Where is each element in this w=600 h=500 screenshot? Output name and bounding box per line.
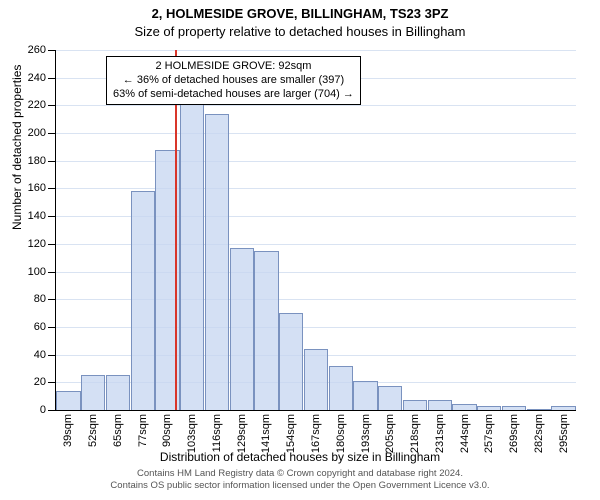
histogram-bar [527, 409, 551, 410]
y-tick [48, 410, 56, 411]
x-tick-label: 103sqm [186, 414, 198, 453]
page-subtitle: Size of property relative to detached ho… [0, 24, 600, 39]
x-tick-label: 65sqm [112, 414, 124, 447]
x-tick-label: 180sqm [335, 414, 347, 453]
y-tick-label: 180 [28, 155, 46, 167]
histogram-bar [254, 251, 278, 410]
histogram-bar [279, 313, 303, 410]
histogram-bar [378, 386, 402, 410]
property-info-box: 2 HOLMESIDE GROVE: 92sqm← 36% of detache… [106, 56, 361, 105]
grid-line [56, 105, 576, 106]
histogram-bar [304, 349, 328, 410]
y-tick [48, 161, 56, 162]
histogram-bar [56, 391, 80, 410]
x-tick-label: 167sqm [310, 414, 322, 453]
info-box-line: 2 HOLMESIDE GROVE: 92sqm [113, 60, 354, 74]
y-tick-label: 20 [34, 376, 46, 388]
x-tick-label: 231sqm [434, 414, 446, 453]
y-tick [48, 188, 56, 189]
y-tick-label: 260 [28, 44, 46, 56]
grid-line [56, 188, 576, 189]
histogram-bar [353, 381, 377, 410]
footer-attribution: Contains HM Land Registry data © Crown c… [0, 468, 600, 492]
plot-area: 02040608010012014016018020022024026039sq… [55, 50, 576, 411]
histogram-bar [452, 404, 476, 410]
histogram-bar [131, 191, 155, 410]
y-tick [48, 50, 56, 51]
x-tick-label: 295sqm [558, 414, 570, 453]
x-tick-label: 141sqm [260, 414, 272, 453]
histogram-bar [502, 406, 526, 410]
x-tick-label: 154sqm [285, 414, 297, 453]
y-tick [48, 327, 56, 328]
x-tick-label: 218sqm [409, 414, 421, 453]
info-box-line: ← 36% of detached houses are smaller (39… [113, 74, 354, 88]
histogram-bar [329, 366, 353, 410]
histogram-bar [106, 375, 130, 410]
info-box-line: 63% of semi-detached houses are larger (… [113, 88, 354, 102]
grid-line [56, 161, 576, 162]
y-tick-label: 40 [34, 349, 46, 361]
x-tick-label: 52sqm [87, 414, 99, 447]
page-title: 2, HOLMESIDE GROVE, BILLINGHAM, TS23 3PZ [0, 0, 600, 22]
x-tick-label: 282sqm [533, 414, 545, 453]
y-tick [48, 105, 56, 106]
y-tick-label: 220 [28, 99, 46, 111]
histogram-bar [81, 375, 105, 410]
x-tick-label: 257sqm [483, 414, 495, 453]
x-tick-label: 90sqm [161, 414, 173, 447]
footer-line: Contains HM Land Registry data © Crown c… [0, 468, 600, 480]
y-tick-label: 80 [34, 293, 46, 305]
chart-container: 2, HOLMESIDE GROVE, BILLINGHAM, TS23 3PZ… [0, 0, 600, 500]
y-tick-label: 200 [28, 127, 46, 139]
y-tick [48, 78, 56, 79]
grid-line [56, 133, 576, 134]
y-tick [48, 355, 56, 356]
y-tick [48, 382, 56, 383]
histogram-bar [477, 406, 501, 410]
histogram-bar [428, 400, 452, 410]
y-tick [48, 272, 56, 273]
y-tick-label: 60 [34, 321, 46, 333]
y-axis-label: Number of detached properties [10, 65, 24, 230]
y-tick-label: 0 [40, 404, 46, 416]
x-tick-label: 129sqm [236, 414, 248, 453]
histogram-bar [205, 114, 229, 410]
y-tick-label: 100 [28, 266, 46, 278]
histogram-bar [230, 248, 254, 410]
footer-line: Contains OS public sector information li… [0, 480, 600, 492]
x-tick-label: 205sqm [384, 414, 396, 453]
y-tick [48, 244, 56, 245]
histogram-bar [551, 406, 575, 410]
x-tick-label: 116sqm [211, 414, 223, 452]
x-tick-label: 77sqm [137, 414, 149, 447]
x-tick-label: 244sqm [459, 414, 471, 453]
x-tick-label: 193sqm [360, 414, 372, 453]
y-tick [48, 133, 56, 134]
histogram-bar [180, 100, 204, 410]
grid-line [56, 50, 576, 51]
x-tick-label: 39sqm [62, 414, 74, 447]
x-tick-label: 269sqm [508, 414, 520, 453]
y-tick [48, 216, 56, 217]
histogram-bar [403, 400, 427, 410]
y-tick-label: 160 [28, 182, 46, 194]
y-tick-label: 120 [28, 238, 46, 250]
y-tick-label: 140 [28, 210, 46, 222]
y-tick-label: 240 [28, 72, 46, 84]
y-tick [48, 299, 56, 300]
x-axis-label: Distribution of detached houses by size … [0, 450, 600, 464]
